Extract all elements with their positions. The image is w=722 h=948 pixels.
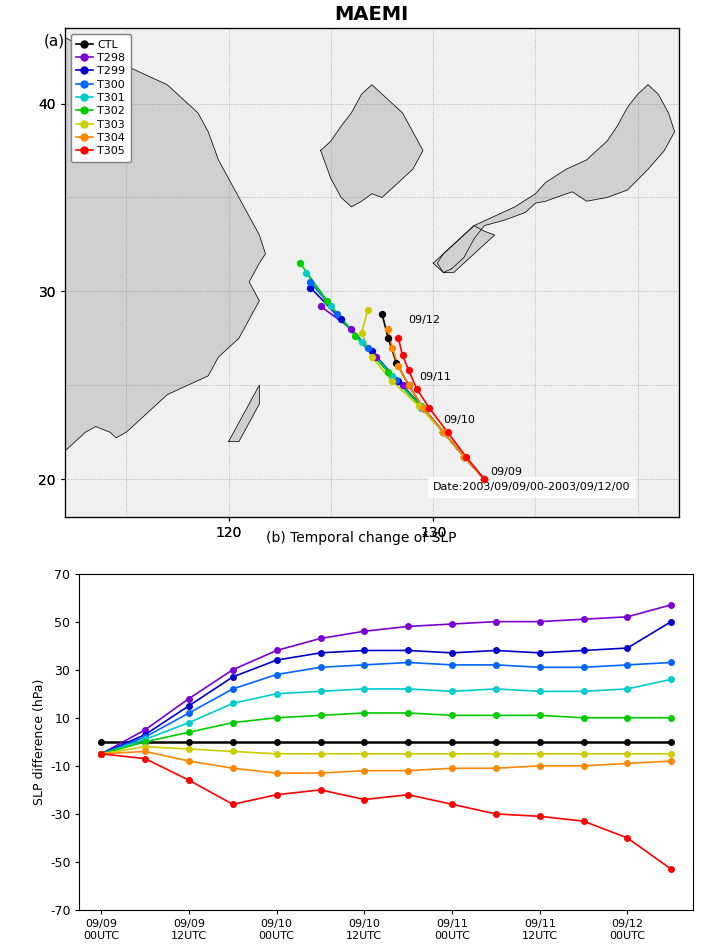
Point <box>335 312 347 327</box>
Polygon shape <box>229 385 259 442</box>
Point <box>386 340 398 356</box>
Point <box>458 449 469 465</box>
Point <box>438 425 449 440</box>
Point <box>383 321 394 337</box>
Point <box>393 331 404 346</box>
Point <box>386 374 398 389</box>
Point <box>411 381 422 396</box>
Point <box>438 425 449 440</box>
Text: 09/10: 09/10 <box>443 415 475 425</box>
Point <box>383 331 394 346</box>
Point <box>415 400 427 415</box>
Polygon shape <box>433 226 495 273</box>
Point <box>356 335 367 350</box>
Point <box>325 299 336 314</box>
Point <box>370 350 382 365</box>
Point <box>458 449 469 465</box>
Point <box>331 306 343 321</box>
Point <box>417 400 429 415</box>
Point <box>438 425 449 440</box>
Point <box>415 398 427 413</box>
Point <box>479 471 490 486</box>
Point <box>479 471 490 486</box>
Polygon shape <box>65 38 266 451</box>
Text: 09/12: 09/12 <box>409 316 440 325</box>
Point <box>315 299 326 314</box>
Point <box>479 471 490 486</box>
Point <box>479 471 490 486</box>
Title: MAEMI: MAEMI <box>335 5 409 24</box>
Point <box>403 377 414 392</box>
Polygon shape <box>321 84 423 207</box>
Point <box>295 256 306 271</box>
Point <box>383 364 394 379</box>
Point <box>458 449 469 465</box>
Point <box>305 274 316 289</box>
Point <box>403 362 414 377</box>
Point <box>438 425 449 440</box>
Point <box>396 377 408 392</box>
Legend: CTL, T298, T299, T300, T301, T302, T303, T304, T305: CTL, T298, T299, T300, T301, T302, T303,… <box>71 34 131 162</box>
Point <box>321 293 333 308</box>
Point <box>393 359 404 374</box>
Polygon shape <box>438 84 674 273</box>
Point <box>417 400 429 415</box>
Point <box>479 471 490 486</box>
Point <box>362 302 373 318</box>
Point <box>442 425 453 440</box>
Point <box>458 449 469 465</box>
Point <box>366 350 378 365</box>
Point <box>391 372 402 387</box>
Point <box>417 400 429 415</box>
Point <box>479 471 490 486</box>
Text: (b) Temporal change of SLP: (b) Temporal change of SLP <box>266 531 456 545</box>
Point <box>460 449 471 465</box>
Y-axis label: SLP difference (hPa): SLP difference (hPa) <box>32 679 45 805</box>
Point <box>458 449 469 465</box>
Point <box>417 400 429 415</box>
Point <box>386 368 398 383</box>
Point <box>346 321 357 337</box>
Text: 09/11: 09/11 <box>419 372 451 382</box>
Point <box>438 425 449 440</box>
Point <box>362 340 373 356</box>
Point <box>396 348 408 363</box>
Text: (a): (a) <box>43 33 64 48</box>
Point <box>438 425 449 440</box>
Point <box>438 425 449 440</box>
Point <box>366 344 378 359</box>
Point <box>349 329 361 344</box>
Text: 09/09: 09/09 <box>490 467 523 478</box>
Point <box>356 325 367 340</box>
Point <box>393 374 404 389</box>
Point <box>423 400 435 415</box>
Point <box>438 425 449 440</box>
Point <box>413 398 425 413</box>
Point <box>300 264 312 281</box>
Point <box>458 449 469 465</box>
Text: Date:2003/09/09/00-2003/09/12/00: Date:2003/09/09/00-2003/09/12/00 <box>433 483 631 492</box>
Point <box>458 449 469 465</box>
Point <box>479 471 490 486</box>
Point <box>391 356 402 371</box>
Point <box>403 377 414 392</box>
Point <box>458 449 469 465</box>
Point <box>376 306 388 321</box>
Point <box>479 471 490 486</box>
Point <box>479 471 490 486</box>
Point <box>305 280 316 295</box>
Point <box>417 400 429 415</box>
